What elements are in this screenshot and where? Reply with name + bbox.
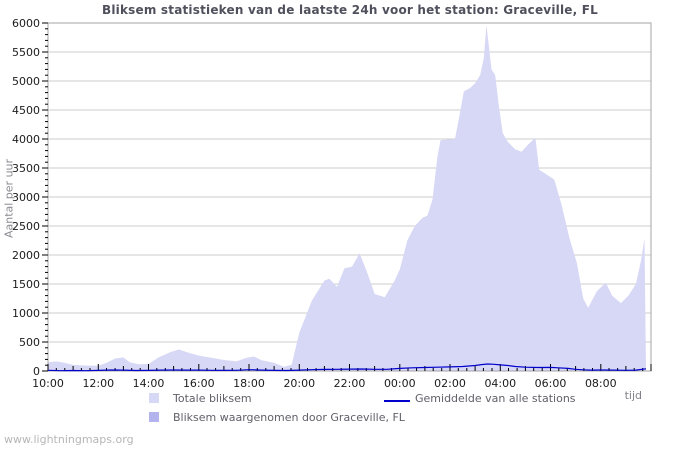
y-tick-label: 5500 — [12, 46, 40, 59]
y-tick-label: 2500 — [12, 220, 40, 233]
y-tick-label: 5000 — [12, 75, 40, 88]
legend-swatch-total-lightning — [149, 393, 159, 403]
y-axis-title: Aantal per uur — [2, 158, 16, 239]
y-tick-label: 500 — [19, 336, 40, 349]
y-tick-label: 3500 — [12, 162, 40, 175]
area-series-totale — [48, 25, 646, 372]
watermark-link[interactable]: www.lightningmaps.org — [4, 433, 134, 446]
y-tick-label: 4500 — [12, 104, 40, 117]
legend-line-average-stations — [384, 400, 410, 402]
x-tick-label: 04:00 — [484, 377, 516, 390]
x-tick-label: 02:00 — [434, 377, 466, 390]
x-tick-label: 14:00 — [133, 377, 165, 390]
x-tick-label: 06:00 — [535, 377, 567, 390]
legend-label-total-lightning: Totale bliksem — [173, 392, 252, 405]
x-tick-label: 16:00 — [183, 377, 215, 390]
line-series-average — [47, 363, 647, 372]
y-tick-label: 2000 — [12, 249, 40, 262]
y-tick-label: 3000 — [12, 191, 40, 204]
chart-title: Bliksem statistieken van de laatste 24h … — [102, 3, 598, 17]
y-tick-label: 0 — [33, 365, 40, 378]
x-tick-label: 00:00 — [384, 377, 416, 390]
x-axis-title: tijd — [624, 389, 642, 402]
legend-swatch-station-lightning — [149, 412, 159, 422]
y-tick-label: 4000 — [12, 133, 40, 146]
legend-label-average-stations: Gemiddelde van alle stations — [415, 392, 576, 405]
x-tick-label: 12:00 — [82, 377, 114, 390]
x-tick-label: 22:00 — [334, 377, 366, 390]
x-tick-label: 18:00 — [233, 377, 265, 390]
x-tick-label: 08:00 — [585, 377, 617, 390]
x-tick-label: 10:00 — [32, 377, 64, 390]
x-tick-label: 20:00 — [283, 377, 315, 390]
y-tick-label: 1000 — [12, 307, 40, 320]
y-tick-label: 6000 — [12, 17, 40, 30]
legend-label-station-lightning: Bliksem waargenomen door Graceville, FL — [173, 411, 405, 424]
y-tick-label: 1500 — [12, 278, 40, 291]
